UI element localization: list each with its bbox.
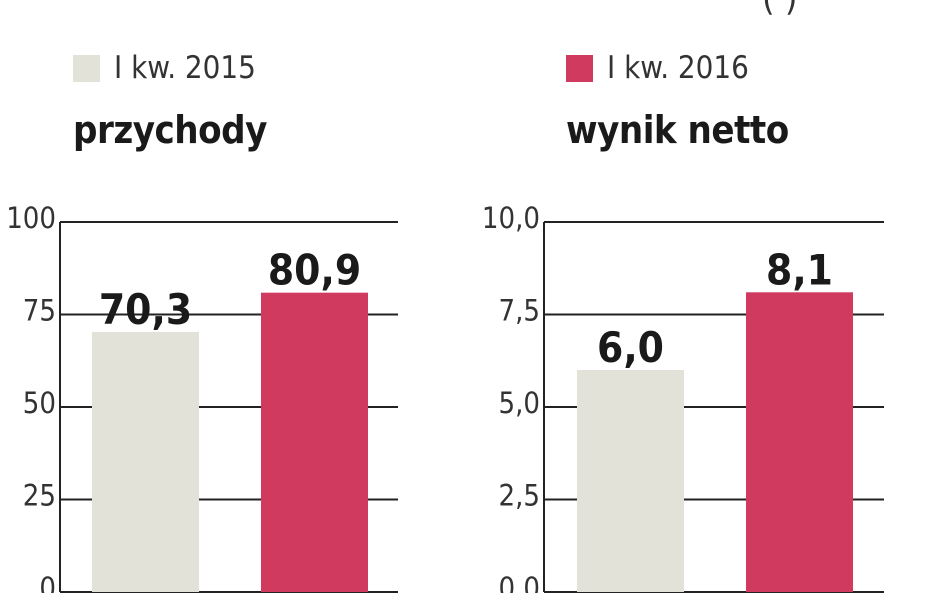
chart-title-wynik-netto: wynik netto bbox=[566, 108, 789, 152]
bar bbox=[577, 370, 684, 592]
y-tick-label: 10,0 bbox=[482, 201, 540, 235]
y-tick-label: 7,5 bbox=[499, 294, 540, 328]
y-tick-label: 0 bbox=[39, 571, 56, 593]
legend-item-2015: I kw. 2015 bbox=[73, 50, 256, 86]
data-label: 6,0 bbox=[597, 323, 664, 372]
bar bbox=[746, 292, 853, 592]
y-tick-label: 25 bbox=[23, 479, 56, 513]
legend-swatch-2015 bbox=[73, 54, 100, 82]
y-tick-label: 5,0 bbox=[499, 386, 540, 420]
legend-label-2015: I kw. 2015 bbox=[114, 50, 256, 86]
data-label: 80,9 bbox=[268, 246, 361, 295]
bar bbox=[92, 331, 199, 592]
y-tick-label: 100 bbox=[6, 201, 56, 235]
y-tick-label: 50 bbox=[23, 386, 56, 420]
y-tick-label: 75 bbox=[23, 294, 56, 328]
data-label: 8,1 bbox=[766, 245, 833, 294]
chart-title-przychody: przychody bbox=[73, 108, 267, 152]
y-tick-label: 2,5 bbox=[499, 479, 540, 513]
legend-swatch-2016 bbox=[566, 54, 593, 82]
data-label: 70,3 bbox=[99, 285, 192, 334]
bar bbox=[261, 292, 368, 592]
legend-label-2016: I kw. 2016 bbox=[607, 50, 749, 86]
y-tick-label: 0,0 bbox=[499, 571, 540, 593]
legend-item-2016: I kw. 2016 bbox=[566, 50, 749, 86]
cropped-header-fragment: ( ) bbox=[762, 0, 798, 19]
